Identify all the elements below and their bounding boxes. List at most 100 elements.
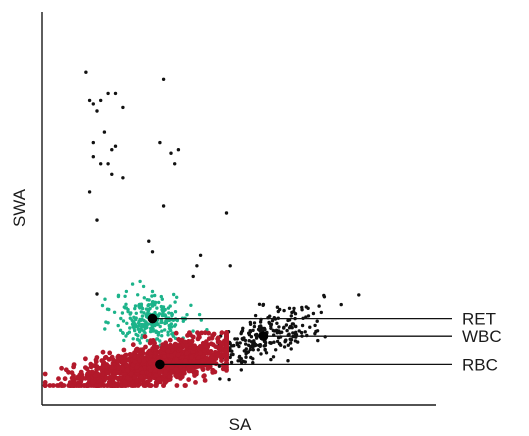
- wbc-point: [257, 327, 262, 331]
- ret-point: [139, 310, 143, 314]
- rbc-point: [93, 359, 99, 365]
- ret-point: [116, 294, 121, 299]
- rbc-point: [197, 350, 203, 356]
- rbc-point: [163, 378, 169, 384]
- rbc-point: [156, 376, 162, 382]
- rbc-point: [169, 365, 175, 370]
- rbc-point: [141, 358, 147, 364]
- ret-point: [116, 323, 120, 328]
- ret-point: [191, 329, 195, 333]
- wbc-point: [229, 360, 234, 365]
- wbc-point: [243, 349, 247, 353]
- rbc-point: [116, 365, 121, 371]
- scatter-point: [176, 148, 181, 152]
- rbc-point: [139, 354, 145, 360]
- rbc-point: [163, 369, 168, 375]
- ret-point: [160, 297, 164, 301]
- ret-point: [163, 313, 167, 317]
- wbc-point: [289, 314, 293, 318]
- rbc-point: [219, 330, 225, 336]
- rbc-point: [169, 353, 175, 359]
- ret-point: [157, 312, 162, 316]
- scatter-point: [99, 162, 103, 166]
- wbc-point: [228, 347, 232, 351]
- scatter-point: [102, 130, 107, 134]
- rbc-point: [62, 376, 68, 382]
- wbc-point: [249, 335, 254, 339]
- rbc-point: [59, 365, 64, 371]
- ret-point: [136, 334, 140, 338]
- wbc-point: [227, 377, 231, 382]
- wbc-point: [308, 325, 312, 329]
- rbc-point: [209, 358, 214, 364]
- ret-point: [136, 327, 140, 331]
- wbc-point: [317, 304, 321, 308]
- ret-point: [163, 321, 167, 326]
- ret-point: [103, 297, 107, 301]
- rbc-point: [217, 346, 222, 352]
- ret-point: [133, 324, 137, 329]
- rbc-point: [161, 346, 166, 352]
- rbc-point: [186, 368, 192, 374]
- scatter-point: [84, 70, 88, 74]
- rbc-point: [121, 347, 127, 353]
- rbc-point: [56, 383, 62, 388]
- wbc-point: [274, 348, 278, 352]
- wbc-point: [217, 364, 222, 368]
- ret-point: [166, 333, 170, 337]
- rbc-point: [147, 377, 153, 383]
- rbc-point: [197, 344, 203, 349]
- wbc-point: [258, 320, 263, 324]
- ret-point: [169, 311, 174, 316]
- rbc-point: [128, 371, 134, 377]
- rbc-point: [104, 383, 110, 388]
- ret-point: [145, 339, 150, 343]
- rbc-point: [130, 342, 136, 348]
- wbc-point: [261, 302, 266, 307]
- ret-point: [158, 324, 162, 329]
- ret-point: [104, 320, 108, 324]
- rbc-point: [154, 344, 160, 350]
- ret-point: [137, 322, 141, 326]
- rbc-point: [130, 383, 136, 388]
- rbc-point: [100, 371, 105, 377]
- ret-point: [134, 311, 138, 315]
- wbc-point: [286, 359, 290, 363]
- scatter-point: [106, 162, 110, 166]
- rbc-point: [173, 372, 179, 378]
- rbc-point: [179, 374, 185, 380]
- wbc-point: [258, 344, 262, 348]
- wbc-point: [263, 327, 267, 332]
- wbc-point: [311, 311, 316, 316]
- rbc-point: [215, 352, 220, 358]
- rbc-point: [139, 370, 145, 376]
- wbc-point: [257, 302, 262, 306]
- rbc-point: [90, 379, 96, 385]
- rbc-point: [173, 330, 179, 336]
- rbc-point: [167, 337, 173, 343]
- rbc-point: [116, 375, 122, 381]
- scatter-point: [121, 105, 125, 110]
- rbc-point: [210, 332, 216, 338]
- rbc-point: [84, 366, 90, 372]
- wbc-point: [288, 341, 293, 345]
- wbc-point: [300, 323, 305, 328]
- rbc-label: RBC: [462, 355, 498, 374]
- wbc-point: [294, 324, 298, 329]
- scatter-point: [110, 148, 114, 152]
- ret-point: [146, 303, 150, 308]
- wbc-point: [256, 348, 260, 352]
- rbc-point: [182, 358, 188, 364]
- wbc-point: [275, 329, 279, 333]
- rbc-point: [222, 348, 228, 354]
- ret-point: [131, 337, 135, 341]
- rbc-point: [151, 340, 157, 345]
- scatter-point: [106, 91, 110, 96]
- ret-point: [128, 312, 132, 316]
- ret-point: [166, 330, 170, 334]
- ret-point: [125, 321, 129, 325]
- ret-point: [155, 306, 159, 310]
- rbc-point: [224, 344, 229, 349]
- ret-point: [168, 304, 172, 308]
